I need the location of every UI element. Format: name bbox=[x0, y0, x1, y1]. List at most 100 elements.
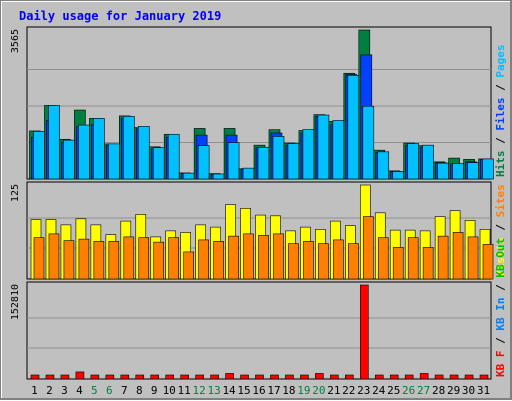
bar-pages-day-18 bbox=[287, 143, 300, 180]
x-tick-day-23: 23 bbox=[357, 384, 370, 397]
legend-kb-f: KB F bbox=[494, 351, 507, 378]
bar-sites-day-28 bbox=[437, 235, 449, 280]
x-tick-day-26: 26 bbox=[402, 384, 415, 397]
bar-pages-day-20 bbox=[317, 114, 330, 180]
bar-sites-day-1 bbox=[33, 237, 45, 280]
bar-sites-day-15 bbox=[243, 233, 254, 280]
bar-sites-day-17 bbox=[273, 233, 284, 280]
x-tick-day-16: 16 bbox=[252, 384, 265, 397]
x-tick-day-27: 27 bbox=[417, 384, 430, 397]
bar-sites-day-13 bbox=[213, 241, 224, 280]
bar-kb-f-day-11 bbox=[180, 374, 189, 380]
bar-sites-day-22 bbox=[348, 243, 359, 280]
bar-kb-f-day-31 bbox=[479, 374, 489, 380]
bar-sites-day-27 bbox=[422, 247, 434, 280]
x-tick-labels: 1 2 3 4 5 6 7 8 9 10 11 12 13 14 15 16 17 18 19 20 21 22 23 24 2… bbox=[31, 384, 490, 397]
bar-kb-f-day-22 bbox=[345, 374, 354, 380]
bar-kb-f-day-19 bbox=[300, 374, 309, 380]
bar-pages-day-3 bbox=[63, 139, 75, 180]
bar-pages-day-17 bbox=[272, 136, 285, 180]
panel-legend: Visits / Sites bbox=[494, 184, 507, 277]
x-tick-day-31: 31 bbox=[477, 384, 490, 397]
bar-sites-day-25 bbox=[392, 247, 404, 280]
x-tick-day-22: 22 bbox=[342, 384, 355, 397]
bar-sites-day-8 bbox=[138, 237, 150, 280]
bar-pages-day-21 bbox=[332, 120, 345, 180]
gridlines bbox=[27, 317, 491, 349]
legend-kb-out: KB Out bbox=[494, 238, 507, 278]
legend-separator: / bbox=[494, 131, 507, 151]
legend-pages: Pages bbox=[494, 45, 507, 78]
bar-sites-day-9 bbox=[153, 241, 165, 280]
bar-pages-day-27 bbox=[422, 144, 434, 180]
x-tick-day-12: 12 bbox=[193, 384, 206, 397]
panel-plot-area bbox=[26, 281, 492, 380]
bar-sites-day-23 bbox=[362, 216, 374, 280]
x-tick-day-6: 6 bbox=[106, 384, 113, 397]
bar-kb-f-day-13 bbox=[210, 374, 219, 380]
x-tick-day-9: 9 bbox=[151, 384, 158, 397]
x-tick-day-5: 5 bbox=[91, 384, 98, 397]
legend-files: Files bbox=[494, 98, 507, 131]
bar-kb-f-day-4 bbox=[75, 371, 85, 380]
bar-pages-day-14 bbox=[227, 142, 240, 180]
legend-sites: Sites bbox=[494, 184, 507, 217]
bar-sites-day-2 bbox=[48, 233, 60, 280]
bar-kb-f-day-30 bbox=[464, 374, 474, 380]
legend-separator: / bbox=[494, 278, 507, 298]
bar-kb-f-day-7 bbox=[120, 374, 130, 380]
bar-sites-day-18 bbox=[288, 243, 299, 280]
bar-pages-day-26 bbox=[407, 143, 419, 180]
bar-kb-f-day-10 bbox=[165, 374, 175, 380]
x-tick-day-20: 20 bbox=[312, 384, 325, 397]
bar-sites-day-10 bbox=[168, 237, 180, 280]
bar-pages-day-9 bbox=[152, 147, 165, 180]
bar-kb-f-day-27 bbox=[419, 373, 429, 380]
y-max-label: 152810 bbox=[10, 284, 21, 320]
bar-sites-day-19 bbox=[303, 241, 314, 280]
legend-hits: Hits bbox=[494, 151, 507, 178]
bar-kb-f-day-1 bbox=[30, 374, 40, 380]
x-tick-day-15: 15 bbox=[237, 384, 250, 397]
legend-separator: / bbox=[494, 331, 507, 351]
bar-pages-day-6 bbox=[108, 143, 120, 180]
panel-legend: Hits / Files / Pages bbox=[494, 45, 507, 178]
bar-kb-f-day-2 bbox=[45, 374, 55, 380]
x-tick-day-18: 18 bbox=[282, 384, 295, 397]
y-max-label: 3565 bbox=[10, 29, 21, 53]
bar-sites-day-4 bbox=[78, 238, 90, 280]
bar-kb-f-day-6 bbox=[105, 374, 115, 380]
x-tick-day-24: 24 bbox=[372, 384, 386, 397]
bar-kb-f-day-5 bbox=[90, 374, 100, 380]
bar-sites-day-26 bbox=[407, 237, 419, 280]
x-tick-day-7: 7 bbox=[121, 384, 128, 397]
chart-title: Daily usage for January 2019 bbox=[19, 9, 221, 23]
bar-pages-day-2 bbox=[48, 105, 60, 180]
bar-pages-day-25 bbox=[392, 171, 405, 180]
bar-kb-f-day-9 bbox=[150, 374, 160, 380]
x-tick-day-21: 21 bbox=[327, 384, 340, 397]
bar-pages-day-15 bbox=[242, 167, 255, 180]
bar-kb-f-day-29 bbox=[449, 374, 459, 380]
bar-kb-f-day-14 bbox=[225, 373, 234, 380]
bar-pages-day-28 bbox=[437, 162, 449, 180]
bar-pages-day-8 bbox=[137, 126, 150, 180]
bar-sites-day-14 bbox=[228, 235, 239, 280]
chart-panels: 3565 Hits / Files / Pages 125 Visits / Site… bbox=[10, 26, 507, 380]
x-tick-day-4: 4 bbox=[76, 384, 83, 397]
legend-kb-in: KB In bbox=[494, 298, 507, 331]
bar-pages-day-12 bbox=[197, 145, 210, 180]
bar-kb-f-day-28 bbox=[434, 374, 444, 380]
bar-kb-f-day-18 bbox=[285, 374, 294, 380]
x-tick-day-19: 19 bbox=[297, 384, 310, 397]
bar-pages-day-22 bbox=[347, 75, 360, 180]
bar-kb-f-day-24 bbox=[374, 374, 384, 380]
bar-pages-day-7 bbox=[123, 116, 135, 180]
bar-sites-day-3 bbox=[63, 240, 75, 280]
bar-pages-day-13 bbox=[212, 173, 225, 180]
bar-sites-day-16 bbox=[258, 235, 269, 280]
bar-sites-day-5 bbox=[93, 241, 105, 280]
bar-pages-day-29 bbox=[452, 163, 464, 180]
bar-sites-day-7 bbox=[123, 236, 135, 280]
